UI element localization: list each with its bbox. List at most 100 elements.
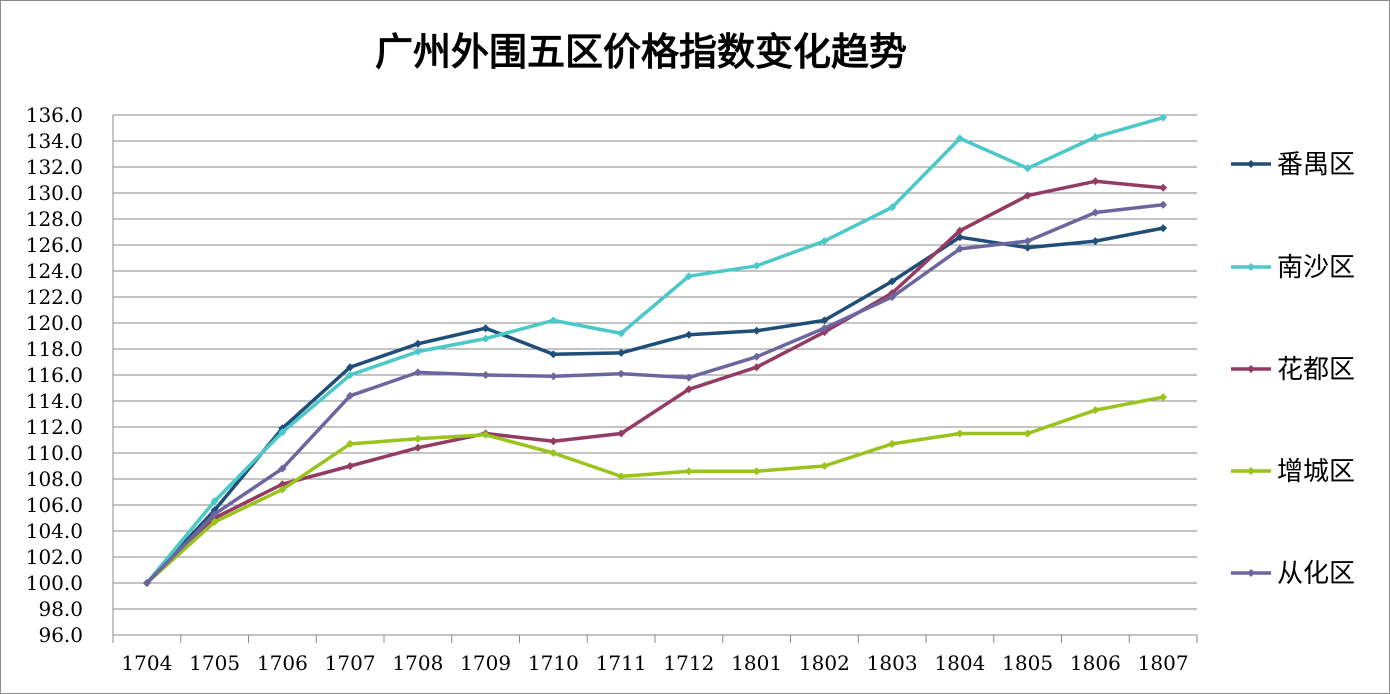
data-point xyxy=(1159,113,1168,122)
data-point xyxy=(1091,406,1100,415)
series-group xyxy=(142,200,1168,587)
y-tick-label: 134.0 xyxy=(26,129,83,153)
y-tick-label: 104.0 xyxy=(26,519,83,543)
x-tick-label: 1805 xyxy=(1002,651,1053,675)
x-tick-label: 1802 xyxy=(799,651,850,675)
x-tick-label: 1801 xyxy=(731,651,782,675)
y-tick-label: 120.0 xyxy=(26,311,83,335)
data-point xyxy=(1023,164,1032,173)
data-point xyxy=(617,429,626,438)
data-point xyxy=(210,517,219,526)
data-point xyxy=(346,391,355,400)
data-point xyxy=(752,467,761,476)
data-point xyxy=(413,339,422,348)
data-point xyxy=(210,497,219,506)
data-point xyxy=(413,368,422,377)
data-point xyxy=(1023,429,1032,438)
data-point xyxy=(955,226,964,235)
y-tick-label: 130.0 xyxy=(26,181,83,205)
x-tick-label: 1704 xyxy=(121,651,172,675)
data-point xyxy=(820,316,829,325)
x-tick-label: 1709 xyxy=(460,651,511,675)
data-point xyxy=(278,464,287,473)
legend-marker xyxy=(1247,569,1255,577)
series-line xyxy=(145,115,1164,585)
data-point xyxy=(1091,133,1100,142)
series-group xyxy=(142,113,1168,587)
legend-item: 南沙区 xyxy=(1231,253,1355,283)
data-point xyxy=(617,369,626,378)
data-point xyxy=(278,428,287,437)
data-point xyxy=(481,334,490,343)
legend-item: 增城区 xyxy=(1231,457,1355,487)
data-point xyxy=(1023,237,1032,246)
legend-item: 从化区 xyxy=(1231,559,1355,589)
series-group xyxy=(142,224,1168,587)
data-point xyxy=(481,324,490,333)
y-tick-label: 122.0 xyxy=(26,285,83,309)
y-tick-label: 98.0 xyxy=(38,597,83,621)
data-point xyxy=(413,443,422,452)
x-tick-label: 1711 xyxy=(596,651,647,675)
data-point xyxy=(346,462,355,470)
series-line xyxy=(145,395,1164,585)
x-tick-label: 1807 xyxy=(1138,651,1189,675)
data-point xyxy=(820,324,829,333)
data-point xyxy=(1159,224,1168,233)
data-point xyxy=(346,363,355,372)
y-tick-label: 112.0 xyxy=(26,415,83,439)
data-point xyxy=(752,352,761,361)
x-tick-label: 1707 xyxy=(325,651,376,675)
data-point xyxy=(888,439,897,448)
data-point xyxy=(1091,237,1100,246)
legend-marker xyxy=(1247,467,1255,475)
y-tick-label: 108.0 xyxy=(26,467,83,491)
y-tick-label: 124.0 xyxy=(26,259,83,283)
data-point xyxy=(549,372,558,381)
series-line xyxy=(145,179,1164,585)
data-point xyxy=(752,326,761,335)
series-group xyxy=(142,393,1168,587)
legend-item: 花都区 xyxy=(1231,355,1355,385)
data-point xyxy=(752,261,761,270)
data-point xyxy=(413,434,422,443)
data-point xyxy=(617,472,626,481)
x-tick-label: 1708 xyxy=(392,651,443,675)
data-point xyxy=(1091,208,1100,217)
gridlines xyxy=(113,114,1197,636)
data-point xyxy=(955,429,964,438)
data-point xyxy=(549,316,558,325)
data-point xyxy=(549,437,558,446)
legend-label: 增城区 xyxy=(1277,457,1355,487)
x-tick-label: 1806 xyxy=(1070,651,1121,675)
legend-item: 番禺区 xyxy=(1231,150,1355,180)
data-point xyxy=(820,237,829,246)
legend-marker xyxy=(1247,263,1255,271)
data-point xyxy=(820,462,829,470)
series-line xyxy=(145,226,1164,585)
y-tick-label: 132.0 xyxy=(26,155,83,179)
data-point xyxy=(1159,200,1168,209)
y-tick-label: 102.0 xyxy=(26,545,83,569)
data-point xyxy=(617,329,626,338)
data-point xyxy=(684,467,693,476)
legend-marker xyxy=(1247,160,1255,168)
x-tick-label: 1804 xyxy=(934,651,985,675)
data-point xyxy=(752,363,761,372)
data-point xyxy=(1091,177,1100,186)
legend-label: 从化区 xyxy=(1277,559,1355,589)
y-tick-label: 114.0 xyxy=(26,389,83,413)
data-point xyxy=(684,373,693,382)
data-point xyxy=(549,449,558,457)
data-point xyxy=(481,430,490,439)
data-point xyxy=(684,272,693,281)
y-tick-label: 128.0 xyxy=(26,207,83,231)
data-point xyxy=(1159,393,1168,402)
x-tick-label: 1706 xyxy=(257,651,308,675)
data-point xyxy=(617,348,626,357)
data-point xyxy=(142,579,151,587)
data-point xyxy=(481,371,490,379)
